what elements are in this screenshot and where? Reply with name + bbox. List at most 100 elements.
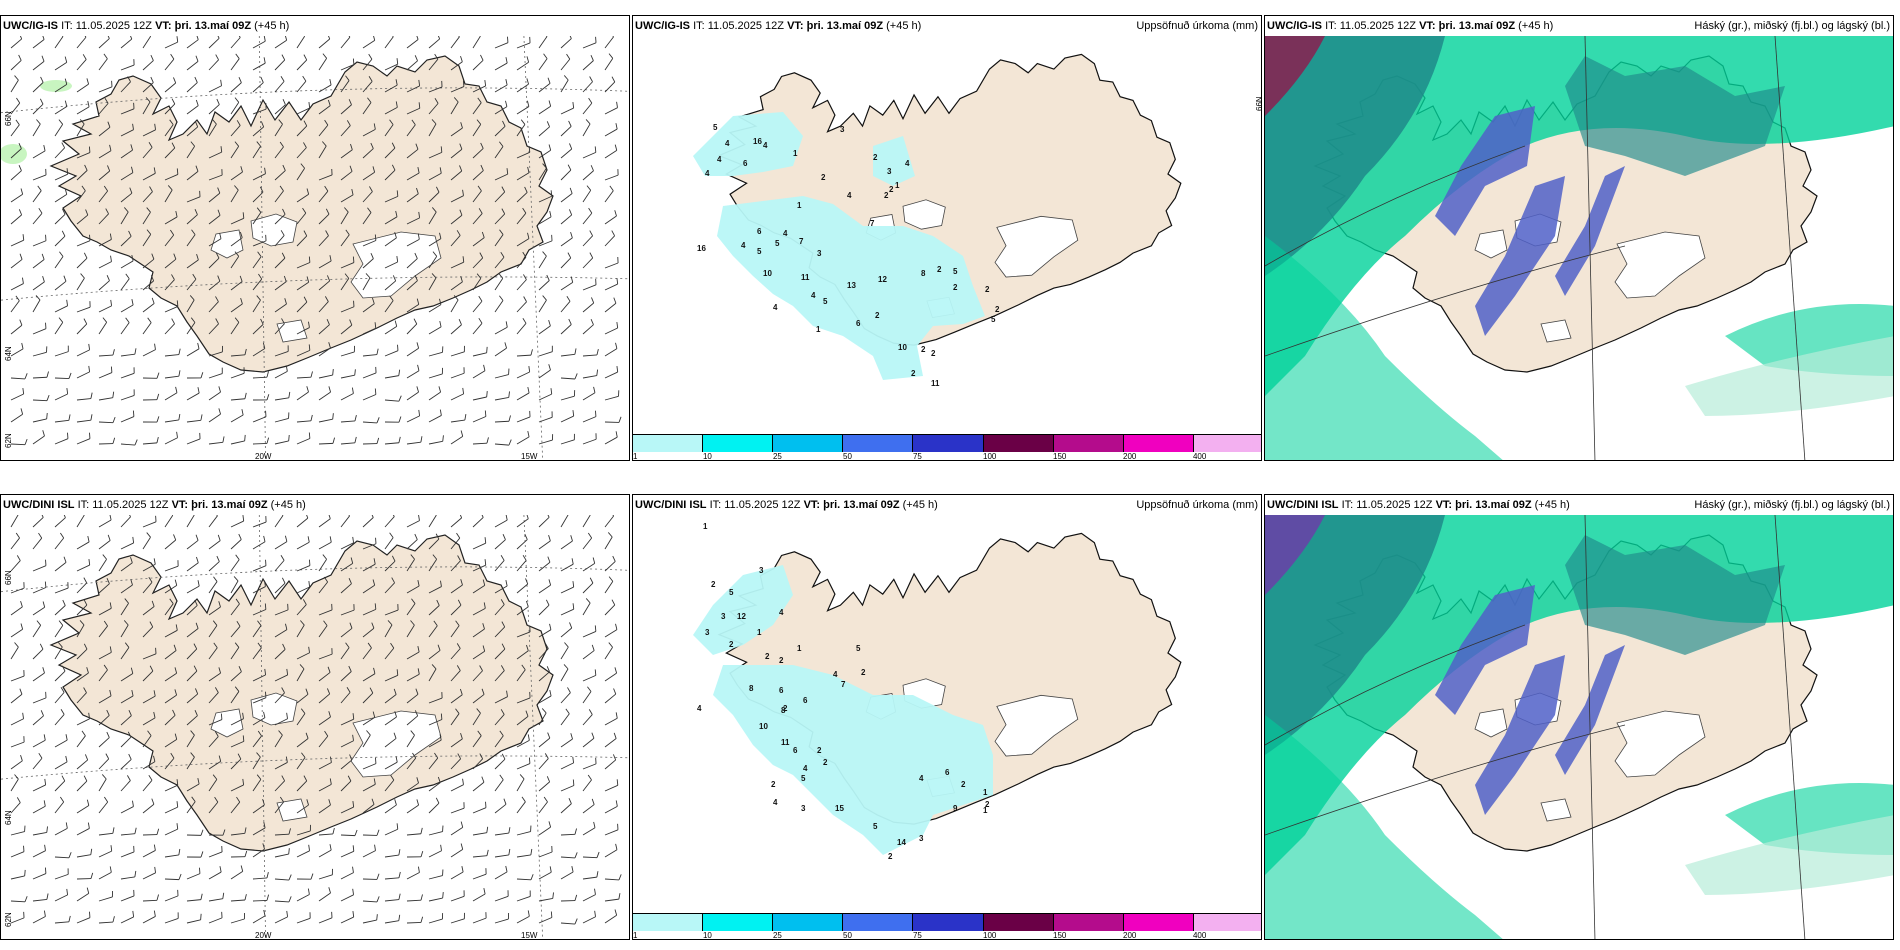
cloud-panel-bottom[interactable]: UWC/DINI ISL IT: 11.05.2025 12Z VT: þri.… — [1264, 494, 1894, 940]
wind-barb — [208, 174, 223, 181]
wind-barb — [604, 759, 616, 770]
wind-barb-feather — [216, 555, 220, 562]
lat-lon-grid — [1265, 36, 1806, 460]
wind-barb — [516, 301, 527, 313]
wind-barb — [472, 257, 484, 269]
wind-barb — [76, 582, 88, 594]
wind-barb — [472, 396, 487, 401]
wind-barb-feather — [321, 141, 327, 147]
wind-barb-feather — [482, 623, 485, 630]
wind-barb — [252, 324, 264, 335]
wind-barb-feather — [508, 848, 511, 855]
wind-barb-feather — [505, 515, 508, 521]
wind-barb — [296, 668, 305, 682]
wind-barb — [494, 125, 506, 137]
precip-amount-label: 2 — [821, 173, 826, 182]
wind-barb — [318, 874, 333, 880]
wind-barb — [560, 738, 573, 748]
wind-barb-feather — [563, 664, 569, 670]
wind-barb-feather — [22, 234, 25, 241]
wind-barb-feather — [574, 348, 577, 355]
wind-barb-feather — [462, 189, 464, 196]
wind-barb-feather — [506, 690, 508, 697]
wind-barb — [252, 609, 267, 616]
wind-barb-feather — [420, 916, 424, 923]
precip-amount-label: 7 — [841, 680, 846, 689]
wind-panel-bottom[interactable]: UWC/DINI ISL IT: 11.05.2025 12Z VT: þri.… — [0, 494, 630, 940]
wind-barb — [582, 151, 596, 159]
lon-label-20w: 20W — [255, 452, 272, 461]
wind-barb — [142, 872, 156, 880]
wind-barb — [164, 279, 175, 291]
wind-barb-feather — [110, 366, 113, 373]
wind-barb — [230, 832, 245, 836]
wind-barb — [296, 917, 311, 924]
wind-barb-feather — [372, 297, 375, 304]
wind-barb-feather — [40, 76, 44, 83]
wind-barb-feather — [288, 896, 292, 903]
wind-barb — [296, 59, 308, 71]
wind-barb-feather — [593, 821, 596, 828]
wind-barb — [252, 62, 266, 71]
wind-barb-feather — [413, 318, 418, 325]
precip-amount-label: 3 — [801, 804, 806, 813]
cloud-panel-top[interactable]: UWC/IG-IS IT: 11.05.2025 12Z VT: þri. 13… — [1264, 15, 1894, 461]
wind-barb-feather — [460, 843, 464, 850]
cloud-layers — [1265, 36, 1893, 460]
wind-barb — [494, 832, 509, 836]
wind-barb-feather — [527, 430, 530, 438]
wind-barb — [76, 718, 90, 726]
wind-barb-feather — [132, 800, 134, 807]
wind-barb-feather — [83, 318, 88, 325]
wind-panel-top[interactable]: UWC/IG-IS IT: 11.05.2025 12Z VT: þri. 13… — [0, 15, 630, 461]
wind-barb-feather — [483, 364, 486, 371]
wind-barb-feather — [479, 252, 484, 259]
wind-barb — [32, 240, 47, 247]
panel-header: UWC/DINI ISL IT: 11.05.2025 12Z VT: þri.… — [635, 499, 938, 511]
wind-barb — [604, 717, 618, 726]
wind-barb — [384, 399, 399, 402]
wind-barb — [120, 172, 134, 181]
wind-barb-feather — [348, 578, 352, 584]
wind-barb — [472, 873, 487, 880]
wind-barb — [296, 376, 312, 379]
precip-amount-label: 6 — [803, 696, 808, 705]
wind-barb — [362, 584, 375, 594]
wind-barb-feather — [234, 185, 239, 191]
wind-barb — [230, 37, 241, 49]
wind-barb — [252, 376, 268, 379]
wind-barb — [318, 301, 329, 313]
wind-barb-feather — [303, 296, 308, 303]
wind-barb — [98, 239, 112, 247]
wind-barb — [32, 537, 43, 550]
precip-panel-top[interactable]: UWC/IG-IS IT: 11.05.2025 12Z VT: þri. 13… — [632, 15, 1262, 461]
wind-barb-feather — [437, 776, 441, 783]
wind-barb — [340, 718, 354, 726]
wind-barb — [428, 875, 443, 880]
precip-amount-label: 6 — [779, 686, 784, 695]
wind-barb — [560, 563, 574, 572]
precip-panel-bottom[interactable]: UWC/DINI ISL IT: 11.05.2025 12Z VT: þri.… — [632, 494, 1262, 940]
wind-barb-feather — [200, 851, 204, 858]
wind-barb — [208, 672, 221, 682]
precip-amount-label: 8 — [749, 684, 754, 693]
wind-barb — [494, 173, 508, 181]
wind-barb — [164, 354, 179, 357]
wind-barb — [186, 105, 199, 115]
wind-barb-feather — [216, 98, 220, 105]
wind-barb-feather — [455, 620, 460, 626]
wind-barb — [450, 148, 463, 159]
wind-barb — [450, 604, 462, 616]
longitude-line — [1774, 515, 1806, 939]
wind-barb-feather — [64, 78, 68, 85]
wind-barb-feather — [285, 365, 288, 372]
wind-barb — [164, 392, 178, 401]
wind-barb — [516, 739, 530, 748]
wind-barb-feather — [19, 319, 23, 326]
wind-barb — [560, 833, 576, 836]
wind-barb-feather — [218, 601, 221, 608]
wind-barb — [252, 240, 267, 247]
wind-barb-feather — [109, 144, 112, 151]
wind-barb-feather — [234, 141, 240, 147]
wind-barb-feather — [457, 555, 461, 561]
